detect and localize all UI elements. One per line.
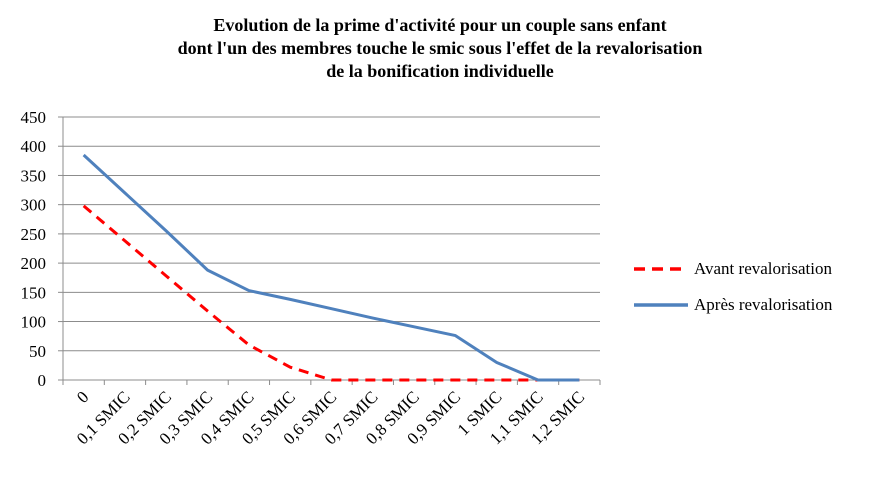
chart-title-line-3: de la bonification individuelle bbox=[326, 61, 554, 81]
series-line-0 bbox=[82, 204, 580, 382]
y-tick-label-150: 150 bbox=[21, 283, 47, 302]
y-tick-label-250: 250 bbox=[21, 225, 47, 244]
x-tick-label-0: 0 bbox=[73, 387, 92, 406]
series-line-1 bbox=[82, 153, 580, 382]
legend-item-avant: Avant revalorisation bbox=[632, 258, 832, 280]
chart-title-line-1: Evolution de la prime d'activité pour un… bbox=[213, 15, 667, 35]
y-tick-label-200: 200 bbox=[21, 254, 47, 273]
chart-title: Evolution de la prime d'activité pour un… bbox=[60, 14, 820, 83]
y-tick-label-0: 0 bbox=[38, 371, 47, 390]
legend-item-apres: Après revalorisation bbox=[632, 294, 832, 316]
y-tick-label-450: 450 bbox=[21, 108, 47, 127]
y-tick-label-400: 400 bbox=[21, 137, 47, 156]
y-tick-label-300: 300 bbox=[21, 196, 47, 215]
y-tick-label-50: 50 bbox=[29, 342, 46, 361]
legend-swatch-apres bbox=[634, 303, 688, 307]
y-tick-label-350: 350 bbox=[21, 166, 47, 185]
legend-swatch-avant bbox=[634, 267, 688, 271]
legend-label-avant: Avant revalorisation bbox=[694, 259, 833, 278]
chart-title-line-2: dont l'un des membres touche le smic sou… bbox=[177, 38, 703, 58]
chart-legend: Avant revalorisation Après revalorisatio… bbox=[632, 258, 832, 330]
legend-label-apres: Après revalorisation bbox=[694, 295, 833, 314]
y-tick-label-100: 100 bbox=[21, 313, 47, 332]
